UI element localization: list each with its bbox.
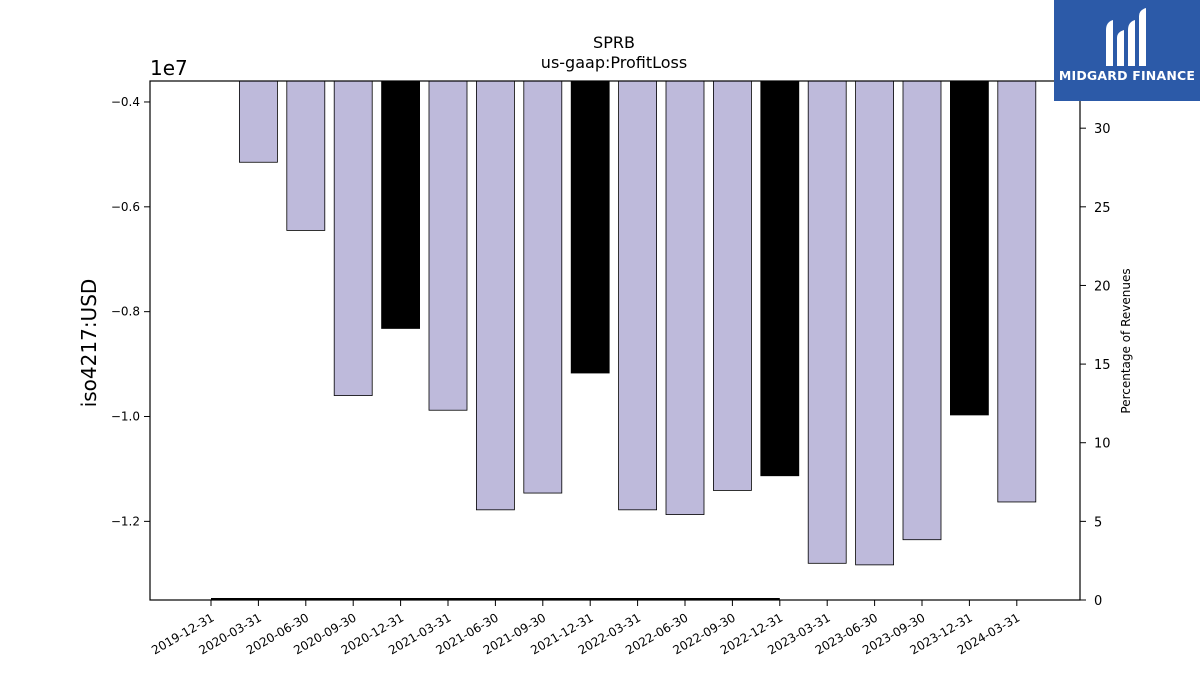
y-tick-label: −1.2 <box>111 514 140 528</box>
bar-2022-06-30 <box>665 80 705 515</box>
bar-2024-03-31 <box>997 80 1037 503</box>
y2-tick-label: 30 <box>1094 122 1111 137</box>
y-tick-label: −0.8 <box>111 305 140 319</box>
bar-2022-03-31 <box>618 80 657 511</box>
y-tick-label: −0.6 <box>111 200 140 214</box>
y2-axis-label: Percentage of Revenues <box>1119 268 1133 413</box>
y-tick-label: −1.0 <box>111 410 140 424</box>
y2-tick-label: 0 <box>1094 594 1102 609</box>
bar-2023-03-31 <box>807 80 847 564</box>
bar-2023-12-31 <box>950 80 989 416</box>
bar-2023-09-30 <box>902 80 942 541</box>
y-scale-label: 1e7 <box>150 56 188 80</box>
midgard-logo-icon <box>1106 8 1146 66</box>
bar-2022-12-31 <box>760 80 800 477</box>
plot-frame <box>149 80 1081 601</box>
logo-text: MIDGARD FINANCE <box>1058 68 1196 83</box>
bar-2021-09-30 <box>523 80 563 494</box>
bar-2023-06-30 <box>855 80 894 566</box>
chart-subtitle: us-gaap:ProfitLoss <box>541 53 687 72</box>
bar-2021-12-31 <box>570 80 610 374</box>
y2-tick-label: 20 <box>1094 279 1111 294</box>
bar-2021-03-31 <box>428 80 468 411</box>
bar-2020-06-30 <box>286 80 326 231</box>
bar-2022-09-30 <box>713 80 752 491</box>
bar-2020-09-30 <box>333 80 373 396</box>
y2-tick-label: 10 <box>1094 437 1111 452</box>
y2-tick-label: 5 <box>1094 515 1102 530</box>
bars-layer <box>238 80 1037 566</box>
y2-tick-label: 15 <box>1094 358 1111 373</box>
y-tick-label: −0.4 <box>111 95 140 109</box>
bar-2020-03-31 <box>238 80 278 163</box>
y2-tick-label: 25 <box>1094 201 1111 216</box>
bar-2021-06-30 <box>475 80 515 511</box>
chart-title: SPRB <box>593 33 635 52</box>
y-axis-label: iso4217:USD <box>77 279 101 408</box>
brand-logo: MIDGARD FINANCE <box>1054 0 1200 101</box>
bar-2020-12-31 <box>381 80 421 329</box>
